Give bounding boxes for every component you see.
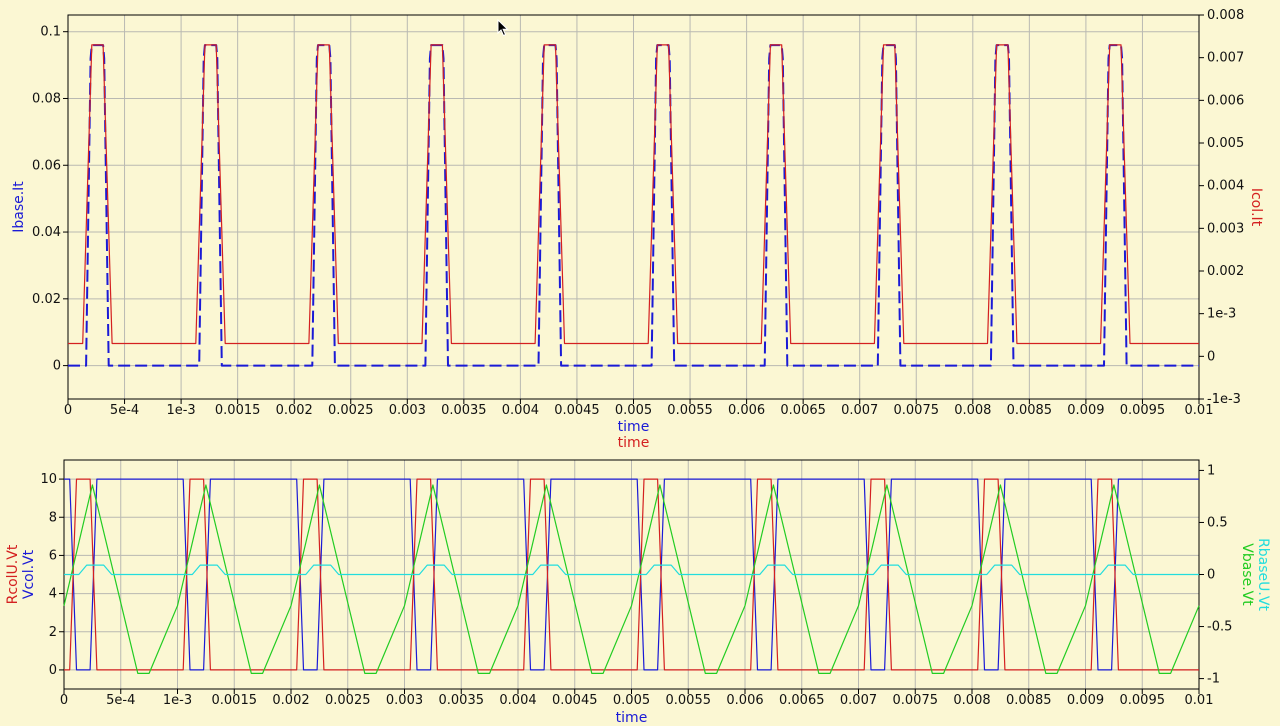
- x-axis-label: time: [616, 710, 648, 726]
- x-tick-label: 0.0075: [893, 693, 939, 708]
- x-tick-label: 0.0085: [1007, 403, 1053, 418]
- x-tick-label: 0.007: [841, 403, 878, 418]
- x-tick-label: 0.005: [613, 693, 650, 708]
- y-tick-label-left: 0: [53, 359, 61, 374]
- y-tick-label-right: 0: [1207, 349, 1215, 364]
- y-axis-label-left: Ibase.It: [11, 181, 27, 233]
- x-axis-label: time: [618, 419, 650, 435]
- x-tick-label: 0.009: [1067, 403, 1104, 418]
- y-tick-label-left: 8: [49, 510, 57, 525]
- y-axis-label-left: RcolU.Vt: [5, 544, 21, 604]
- series-line-vcol-vt: [64, 478, 1199, 671]
- x-tick-label: 0.0055: [666, 693, 712, 708]
- y-tick-label-left: 0.1: [40, 25, 61, 40]
- y-tick-label-right: -1e-3: [1207, 392, 1241, 407]
- x-tick-label: 0.0025: [325, 693, 371, 708]
- y-axis-label-left: Vcol.Vt: [21, 549, 37, 599]
- y-tick-label-right: 0.006: [1207, 93, 1244, 108]
- y-tick-label-left: 0.06: [32, 158, 61, 173]
- y-tick-label-left: 0.08: [32, 91, 61, 106]
- y-tick-label-right: 0.5: [1207, 515, 1228, 530]
- x-tick-label: 0.006: [726, 693, 763, 708]
- y-axis-label-right: Vbase.Vt: [1239, 543, 1255, 606]
- x-axis-label: time: [618, 435, 650, 451]
- x-tick-label: 0.0045: [554, 403, 600, 418]
- y-tick-label-right: 0.002: [1207, 264, 1244, 279]
- x-tick-label: 0.004: [502, 403, 539, 418]
- y-tick-label-right: 0.004: [1207, 179, 1244, 194]
- x-tick-label: 0.0015: [212, 693, 258, 708]
- x-tick-label: 0.0075: [894, 403, 940, 418]
- x-tick-label: 0.008: [954, 403, 991, 418]
- x-tick-label: 0.0095: [1120, 693, 1166, 708]
- x-tick-label: 0.007: [840, 693, 877, 708]
- x-tick-label: 1e-3: [166, 403, 195, 418]
- x-tick-label: 0.0065: [780, 403, 826, 418]
- y-tick-label-left: 0.04: [32, 225, 61, 240]
- mouse-pointer-icon: [497, 19, 509, 37]
- x-tick-label: 0.006: [728, 403, 765, 418]
- y-tick-label-right: 0.008: [1207, 8, 1244, 23]
- x-tick-label: 0.0035: [441, 403, 487, 418]
- y-tick-label-right: 0: [1207, 568, 1215, 583]
- x-tick-label: 0.002: [276, 403, 313, 418]
- x-tick-label: 0.003: [389, 403, 426, 418]
- x-tick-label: 0.0085: [1006, 693, 1052, 708]
- x-tick-label: 0.0095: [1120, 403, 1166, 418]
- plot-frame: [67, 14, 1200, 400]
- x-tick-label: 0.009: [1067, 693, 1104, 708]
- y-tick-label-left: 0.02: [32, 292, 61, 307]
- x-tick-label: 0.005: [615, 403, 652, 418]
- y-axis-label-right: RbaseU.Vt: [1255, 538, 1271, 611]
- x-tick-label: 0.0045: [552, 693, 598, 708]
- y-tick-label-left: 2: [49, 625, 57, 640]
- y-tick-label-left: 6: [49, 548, 57, 563]
- x-tick-label: 0.0035: [439, 693, 485, 708]
- x-tick-label: 0.002: [272, 693, 309, 708]
- y-tick-label-right: 1e-3: [1207, 307, 1236, 322]
- x-tick-label: 0.0055: [667, 403, 713, 418]
- x-tick-label: 0: [60, 693, 68, 708]
- x-tick-label: 1e-3: [163, 693, 192, 708]
- x-tick-label: 5e-4: [110, 403, 139, 418]
- x-tick-label: 0.01: [1185, 693, 1214, 708]
- x-tick-label: 0.0065: [779, 693, 825, 708]
- series-line-rbaseu-vt: [64, 564, 1199, 576]
- y-tick-label-right: -1: [1207, 672, 1220, 687]
- y-tick-label-left: 0: [49, 663, 57, 678]
- x-tick-label: 0: [64, 403, 72, 418]
- x-tick-label: 0.003: [386, 693, 423, 708]
- x-tick-label: 0.01: [1185, 403, 1214, 418]
- y-tick-label-right: 0.007: [1207, 51, 1244, 66]
- y-axis-label-right: Icol.It: [1248, 188, 1264, 227]
- y-tick-label-right: 0.003: [1207, 221, 1244, 236]
- y-tick-label-left: 4: [49, 587, 57, 602]
- x-tick-label: 0.0015: [215, 403, 261, 418]
- series-line-vbase-vt: [63, 484, 1200, 674]
- series-line-rcolu-vt: [64, 478, 1199, 671]
- series-line-icol-it: [68, 44, 1199, 345]
- y-tick-label-left: 10: [40, 472, 57, 487]
- y-tick-label-right: -0.5: [1207, 620, 1232, 635]
- x-tick-label: 0.0025: [328, 403, 374, 418]
- x-tick-label: 0.004: [499, 693, 536, 708]
- y-tick-label-right: 1: [1207, 463, 1215, 478]
- y-tick-label-right: 0.005: [1207, 136, 1244, 151]
- x-tick-label: 0.008: [953, 693, 990, 708]
- x-tick-label: 5e-4: [106, 693, 135, 708]
